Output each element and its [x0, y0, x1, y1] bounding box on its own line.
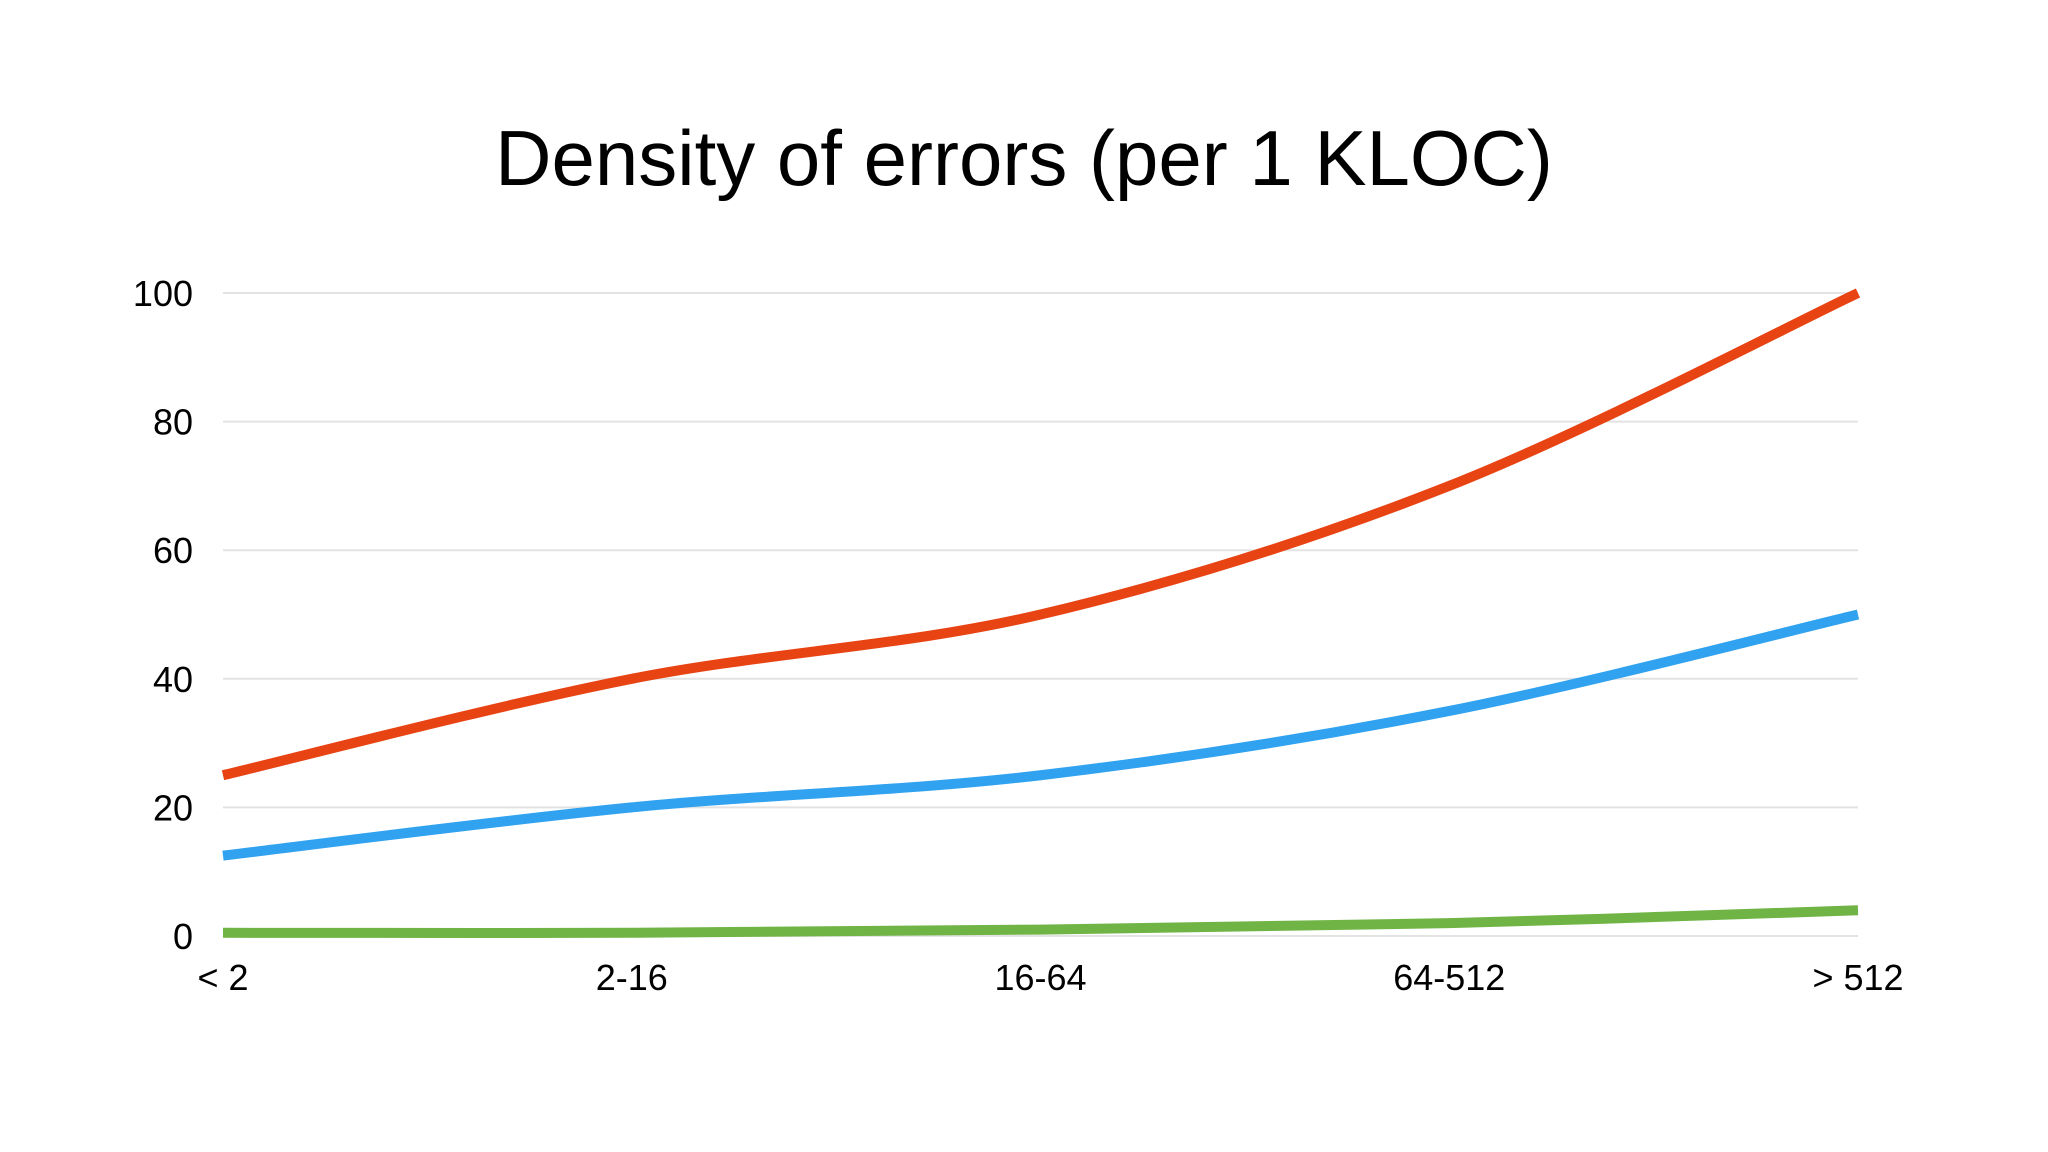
series-line-blue [222, 609, 1860, 861]
y-tick-label: 40 [153, 659, 193, 700]
series-line-green [222, 905, 1859, 939]
x-tick-label: < 2 [197, 957, 248, 998]
chart-title: Density of errors (per 1 KLOC) [495, 114, 1553, 202]
x-tick-label: 64-512 [1393, 957, 1505, 998]
y-tick-label: 0 [173, 916, 193, 957]
series-line-red [221, 288, 1861, 781]
x-tick-label: > 512 [1812, 957, 1903, 998]
x-tick-label: 16-64 [994, 957, 1086, 998]
y-tick-label: 20 [153, 787, 193, 828]
y-tick-label: 80 [153, 402, 193, 443]
y-tick-label: 100 [133, 273, 193, 314]
x-tick-label: 2-16 [596, 957, 668, 998]
y-tick-label: 60 [153, 530, 193, 571]
